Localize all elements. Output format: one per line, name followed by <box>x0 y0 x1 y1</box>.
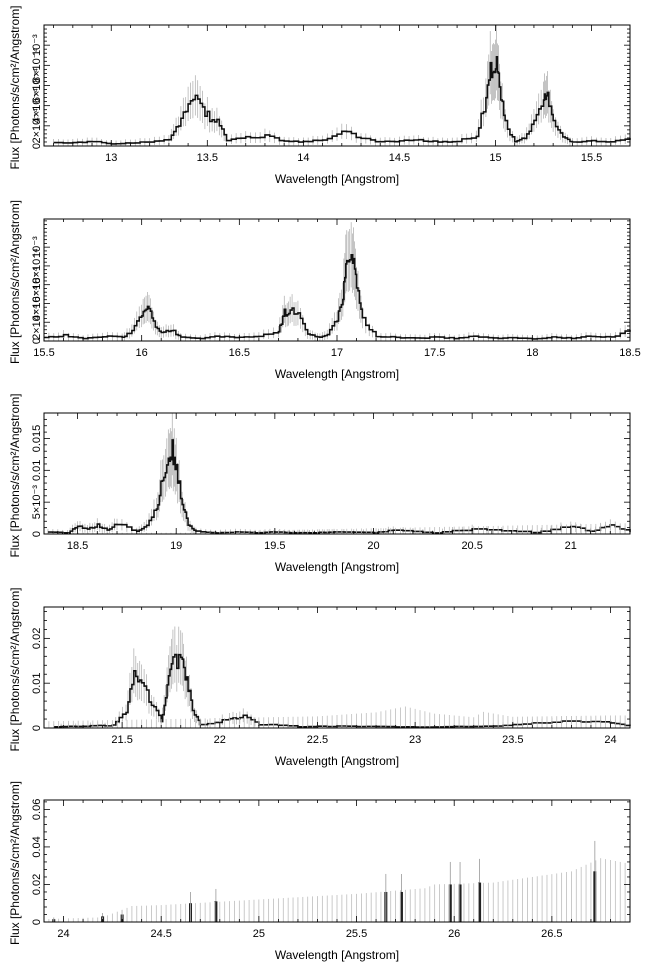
data-bar <box>478 882 482 922</box>
y-tick-label: 8×10⁻⁴ <box>31 248 43 284</box>
x-tick-label: 22.5 <box>307 734 328 746</box>
y-tick-label: 8×10⁻⁴ <box>31 47 43 83</box>
y-tick-label: 0 <box>31 725 43 731</box>
x-tick-label: 24 <box>57 928 69 940</box>
y-tick-label: 0.01 <box>31 672 43 693</box>
y-tick-label: 6×10⁻⁴ <box>31 267 43 303</box>
x-tick-label: 24 <box>604 734 616 746</box>
y-tick-label: 4×10⁻⁴ <box>31 286 43 322</box>
y-axis-label: Flux [Photons/s/cm²/Angstrom] <box>8 200 22 364</box>
x-tick-label: 15 <box>489 152 501 164</box>
y-tick-label: 0.01 <box>31 460 43 481</box>
x-tick-label: 26 <box>448 928 460 940</box>
x-tick-label: 21 <box>565 540 577 552</box>
chart-panel-1: 13 13.5 14 14.5 15 15.5 02×10⁻⁴4×10⁻⁴6×10⁻⁴8×1… <box>8 5 631 186</box>
y-tick-label: 0.02 <box>31 874 43 895</box>
y-axis-label: Flux [Photons/s/cm²/Angstrom] <box>8 393 22 557</box>
x-tick-label: 22 <box>214 734 226 746</box>
y-tick-label: 0.04 <box>31 836 43 857</box>
x-axis-label: Wavelength [Angstrom] <box>275 560 399 574</box>
data-bar <box>458 884 462 922</box>
data-bar <box>399 891 403 922</box>
x-tick-label: 17 <box>331 347 343 359</box>
x-tick-label: 16.5 <box>229 347 250 359</box>
x-tick-label: 24.5 <box>150 928 171 940</box>
x-tick-label: 25.5 <box>346 928 367 940</box>
y-tick-label: 4×10⁻⁴ <box>31 88 43 124</box>
y-tick-label: 10⁻³ <box>31 34 43 56</box>
x-tick-label: 18.5 <box>67 540 88 552</box>
chart-panel-4: 21.5 22 22.5 23 23.5 24 0 0.01 0.02 Wavelength [A… <box>8 587 631 768</box>
x-tick-label: 21.5 <box>111 734 132 746</box>
x-axis-label: Wavelength [Angstrom] <box>275 367 399 381</box>
y-tick-label: 0.015 <box>31 425 43 453</box>
x-tick-label: 18 <box>526 347 538 359</box>
y-axis-label: Flux [Photons/s/cm²/Angstrom] <box>8 587 22 751</box>
y-tick-label: 5×10⁻³ <box>31 485 43 520</box>
x-tick-label: 20 <box>367 540 379 552</box>
x-tick-label: 16 <box>136 347 148 359</box>
x-tick-label: 17.5 <box>424 347 445 359</box>
plot-frame <box>43 412 631 535</box>
x-tick-label: 25 <box>253 928 265 940</box>
x-axis-label: Wavelength [Angstrom] <box>275 948 399 962</box>
x-tick-label: 13 <box>105 152 117 164</box>
data-bar <box>214 901 218 922</box>
x-tick-label: 13.5 <box>197 152 218 164</box>
y-tick-label: 0 <box>31 338 43 344</box>
x-tick-label: 19 <box>170 540 182 552</box>
y-tick-label: 6×10⁻⁴ <box>31 68 43 104</box>
x-tick-label: 20.5 <box>461 540 482 552</box>
x-tick-label: 15.5 <box>33 347 54 359</box>
y-tick-label: 0.06 <box>31 799 43 820</box>
chart-panel-5: 24 24.5 25 25.5 26 26.5 0 0.02 0.04 0.06 Wavelengt… <box>8 781 631 962</box>
x-tick-label: 23.5 <box>502 734 523 746</box>
y-tick-label: 0 <box>31 919 43 925</box>
y-axis-label: Flux [Photons/s/cm²/Angstrom] <box>8 781 22 945</box>
y-tick-label: 0 <box>31 531 43 537</box>
spectrum-line <box>47 439 631 534</box>
y-tick-label: 0.02 <box>31 628 43 649</box>
data-bar <box>593 871 597 922</box>
y-tick-label: 2×10⁻⁴ <box>31 108 43 144</box>
x-tick-label: 14.5 <box>389 152 410 164</box>
x-axis-label: Wavelength [Angstrom] <box>275 172 399 186</box>
chart-panel-3: 18.5 19 19.5 20 20.5 21 0 5×10⁻³ 0.01 0.015 Wavele… <box>8 393 631 574</box>
x-tick-label: 15.5 <box>581 152 602 164</box>
x-tick-label: 26.5 <box>541 928 562 940</box>
x-tick-label: 14 <box>297 152 309 164</box>
x-tick-label: 19.5 <box>264 540 285 552</box>
x-tick-label: 23 <box>409 734 421 746</box>
y-tick-label: 0 <box>31 143 43 149</box>
x-axis-label: Wavelength [Angstrom] <box>275 754 399 768</box>
y-axis-label: Flux [Photons/s/cm²/Angstrom] <box>8 5 22 169</box>
spectrum-line <box>53 55 631 145</box>
y-tick-label: 2×10⁻⁴ <box>31 304 43 340</box>
chart-panel-2: 15.5 16 16.5 17 17.5 18 18.5 02×10⁻⁴4×10⁻⁴6×10⁻… <box>8 200 641 381</box>
spectrum-line <box>44 253 631 340</box>
x-tick-label: 18.5 <box>619 347 640 359</box>
y-tick-label: 10⁻³ <box>31 236 43 258</box>
data-bar <box>448 884 452 922</box>
